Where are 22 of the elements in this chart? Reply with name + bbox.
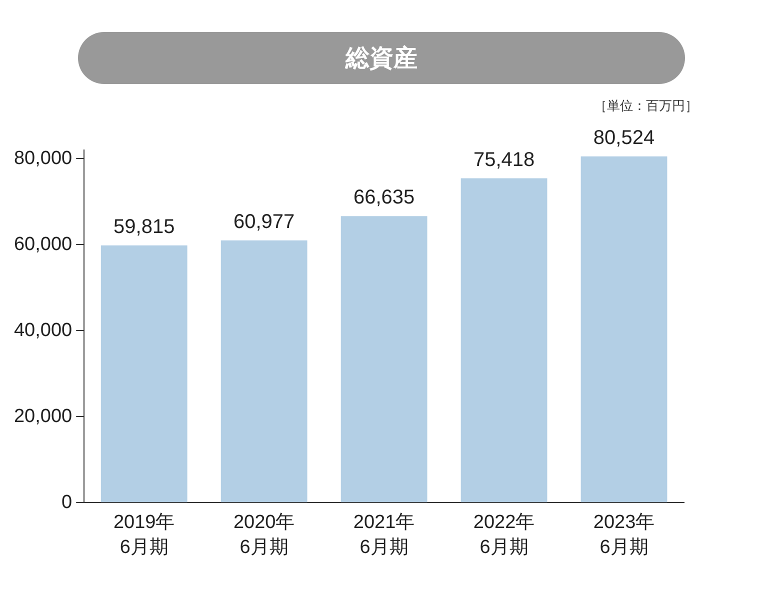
x-tick-label: 2022年 6月期: [473, 512, 535, 558]
x-tick-label: 2021年 6月期: [353, 512, 415, 558]
x-tick-label: 2019年 6月期: [113, 512, 175, 558]
y-tick-label: 60,000: [14, 234, 72, 255]
data-label: 80,524: [593, 126, 655, 149]
bar: [340, 216, 428, 502]
y-tick-label: 20,000: [14, 406, 72, 427]
x-tick-label: 2020年 6月期: [233, 512, 295, 558]
x-tick-label: 2023年 6月期: [593, 512, 655, 558]
y-tick-label: 80,000: [14, 148, 72, 169]
y-tick-label: 0: [62, 492, 72, 513]
data-label: 59,815: [114, 216, 175, 238]
bar: [100, 245, 188, 502]
text: ［単位：百万円］: [594, 98, 698, 115]
data-label: 75,418: [473, 148, 535, 171]
y-tick-label: 40,000: [14, 320, 72, 341]
bar: [460, 178, 548, 502]
chart-title: 総資産: [78, 32, 685, 84]
bar: [580, 156, 668, 502]
data-label: 66,635: [353, 186, 415, 209]
data-label: 60,977: [233, 210, 295, 233]
bar: [220, 240, 308, 502]
